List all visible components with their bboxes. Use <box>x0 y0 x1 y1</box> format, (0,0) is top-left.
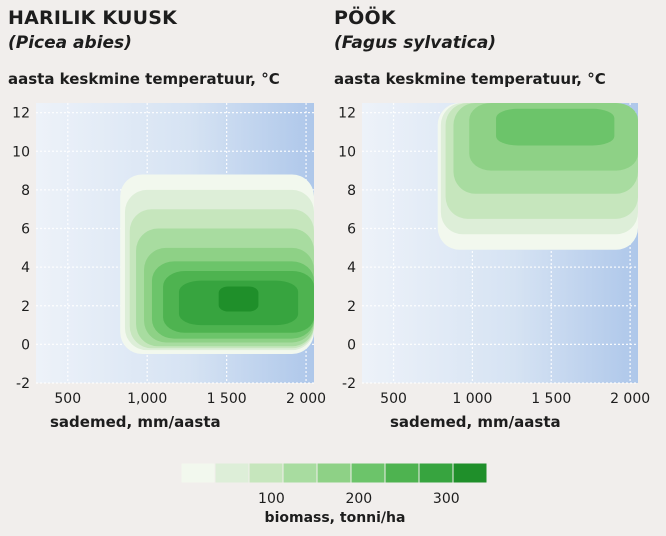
y-tick-label: 4 <box>347 260 356 276</box>
x-tick-label: 1 500 <box>531 391 571 407</box>
y-tick-label: 2 <box>21 299 30 315</box>
x-tick-label: 1 500 <box>207 391 247 407</box>
y-tick-label: 12 <box>338 106 356 122</box>
left-panel-title: HARILIK KUUSK <box>8 7 178 29</box>
x-tick-label: 2 000 <box>610 391 650 407</box>
y-tick-label: 8 <box>347 183 356 199</box>
right-panel-ylabel: aasta keskmine temperatuur, °C <box>334 70 606 88</box>
right-chart: -2 0 2 4 6 8 10 12 500 1 000 1 500 2 000 <box>338 103 650 407</box>
x-tick-label: 2 000 <box>286 391 326 407</box>
y-tick-label: 8 <box>21 183 30 199</box>
legend-swatch <box>214 462 250 484</box>
legend-swatch <box>248 462 284 484</box>
right-panel-subtitle: (Fagus sylvatica) <box>334 33 497 53</box>
y-tick-label: 10 <box>12 144 30 160</box>
y-tick-label: 6 <box>21 222 30 238</box>
right-panel-title: PÖÖK <box>334 7 396 29</box>
legend-swatch <box>452 462 488 484</box>
biomass-region <box>496 108 615 146</box>
legend: 100 200 300 <box>180 462 488 507</box>
left-chart: -2 0 2 4 6 8 10 12 500 1,000 1 500 2 000 <box>12 103 326 407</box>
y-tick-label: 6 <box>347 222 356 238</box>
left-panel-xlabel: sademed, mm/aasta <box>50 413 221 431</box>
x-tick-label: 500 <box>54 391 81 407</box>
legend-swatch <box>316 462 352 484</box>
legend-swatch <box>350 462 386 484</box>
y-tick-label: 4 <box>21 260 30 276</box>
y-tick-label: -2 <box>342 376 356 392</box>
x-tick-label: 500 <box>380 391 407 407</box>
y-tick-label: 2 <box>347 299 356 315</box>
x-tick-label: 1 000 <box>452 391 492 407</box>
y-tick-label: 0 <box>347 337 356 353</box>
y-tick-label: 12 <box>12 106 30 122</box>
legend-swatch <box>384 462 420 484</box>
left-panel-subtitle: (Picea abies) <box>8 33 132 53</box>
biomass-region <box>218 286 259 312</box>
legend-tick-label: 200 <box>345 491 372 507</box>
right-panel-xlabel: sademed, mm/aasta <box>390 413 561 431</box>
legend-tick-label: 300 <box>433 491 460 507</box>
legend-title: biomass, tonni/ha <box>264 510 406 526</box>
legend-swatch <box>418 462 454 484</box>
legend-swatch <box>180 462 216 484</box>
x-tick-label: 1,000 <box>127 391 167 407</box>
legend-tick-label: 100 <box>258 491 285 507</box>
legend-swatch <box>282 462 318 484</box>
y-tick-label: 0 <box>21 337 30 353</box>
y-tick-label: -2 <box>16 376 30 392</box>
left-panel-ylabel: aasta keskmine temperatuur, °C <box>8 70 280 88</box>
y-tick-label: 10 <box>338 144 356 160</box>
